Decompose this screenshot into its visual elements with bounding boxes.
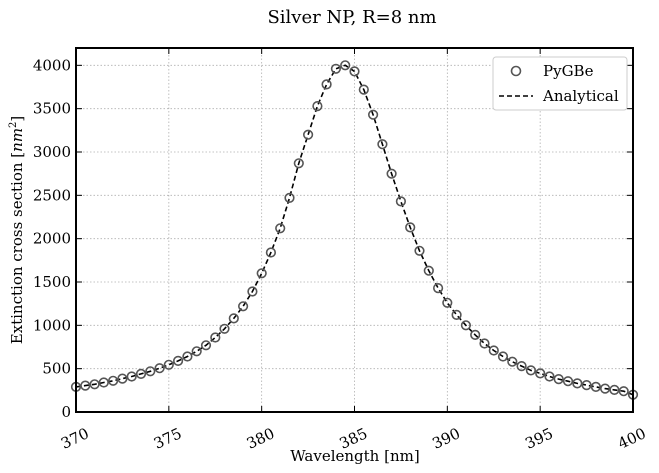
data-point-pygbe — [321, 79, 332, 90]
data-point-pygbe — [219, 323, 230, 334]
data-point-pygbe — [599, 383, 611, 394]
data-point-pygbe — [590, 381, 602, 393]
data-point-pygbe — [460, 320, 472, 331]
data-point-pygbe — [525, 365, 537, 376]
data-point-pygbe — [358, 84, 369, 95]
y-axis-label-suffix: ] — [8, 116, 26, 122]
y-tick-label: 3000 — [33, 143, 71, 161]
data-point-pygbe — [330, 63, 342, 74]
data-point-pygbe — [163, 359, 174, 370]
data-point-pygbe — [618, 386, 629, 397]
data-point-pygbe — [470, 329, 481, 341]
data-point-pygbe — [80, 380, 91, 391]
x-tick-label: 400 — [615, 424, 649, 452]
y-tick-label: 3500 — [33, 100, 71, 118]
y-tick-label: 4000 — [33, 56, 71, 74]
y-axis-label-unit: nm — [8, 128, 26, 152]
data-point-pygbe — [479, 338, 490, 349]
y-tick-label: 0 — [61, 403, 71, 421]
y-tick-label: 2500 — [33, 186, 71, 204]
data-point-pygbe — [368, 109, 379, 120]
data-point-pygbe — [265, 247, 277, 258]
data-point-pygbe — [210, 332, 221, 343]
data-point-pygbe — [145, 366, 156, 377]
data-point-pygbe — [284, 192, 295, 203]
data-point-pygbe — [395, 196, 407, 207]
data-point-pygbe — [349, 66, 360, 77]
y-axis-label: Extinction cross section [nm2] — [8, 116, 26, 345]
data-point-pygbe — [488, 345, 499, 356]
data-point-pygbe — [200, 340, 212, 351]
series-line-analytical — [75, 64, 634, 396]
data-point-pygbe — [405, 222, 416, 233]
data-point-pygbe — [293, 158, 304, 169]
data-point-pygbe — [516, 361, 527, 372]
y-tick-label: 1000 — [33, 316, 71, 334]
data-point-pygbe — [581, 380, 592, 391]
x-tick-label: 390 — [429, 424, 463, 452]
x-tick-label: 375 — [151, 424, 185, 452]
y-axis-label-prefix: Extinction cross section [ — [8, 152, 26, 344]
data-point-pygbe — [135, 368, 147, 380]
chart-title: Silver NP, R=8 nm — [267, 7, 436, 28]
data-point-pygbe — [256, 268, 267, 279]
x-tick-label: 380 — [244, 424, 278, 452]
plot-area-frame — [75, 47, 634, 413]
data-point-pygbe — [451, 309, 462, 321]
data-point-pygbe — [562, 376, 574, 387]
x-tick-label: 395 — [522, 424, 556, 452]
data-point-pygbe — [173, 355, 184, 367]
data-point-pygbe — [238, 301, 249, 312]
data-point-pygbe — [228, 313, 239, 324]
data-point-pygbe — [247, 286, 258, 297]
data-point-pygbe — [497, 351, 509, 362]
x-tick-labels: 370 375 380 385 390 395 400 — [58, 424, 649, 452]
data-point-pygbe — [433, 283, 444, 294]
legend: PyGBe Analytical — [492, 56, 628, 111]
legend-label-pygbe: PyGBe — [543, 62, 594, 80]
data-point-pygbe — [423, 265, 434, 276]
data-point-pygbe — [414, 245, 425, 256]
y-tick-label: 500 — [42, 360, 71, 378]
data-point-pygbe — [386, 168, 397, 179]
data-point-pygbe — [377, 139, 388, 150]
y-axis-label-unit-exponent: 2 — [8, 122, 19, 128]
data-point-pygbe — [303, 129, 314, 140]
data-point-pygbe — [98, 377, 109, 388]
x-tick-label: 370 — [58, 424, 92, 452]
x-axis-label: Wavelength [nm] — [290, 447, 419, 465]
data-point-pygbe — [182, 351, 193, 362]
data-point-pygbe — [117, 373, 128, 384]
data-point-pygbe — [544, 371, 555, 382]
data-point-pygbe — [609, 384, 620, 396]
data-point-pygbe — [191, 346, 202, 357]
legend-marker-pygbe — [510, 65, 522, 77]
series-markers-pygbe — [70, 60, 639, 400]
data-point-pygbe — [89, 379, 100, 390]
data-point-pygbe — [126, 371, 137, 382]
data-point-pygbe — [107, 375, 119, 386]
data-point-pygbe — [312, 100, 323, 112]
data-point-pygbe — [340, 60, 351, 71]
legend-label-analytical: Analytical — [542, 87, 619, 105]
data-point-pygbe — [154, 363, 165, 374]
data-point-pygbe — [275, 223, 286, 234]
data-point-pygbe — [572, 378, 583, 389]
data-point-pygbe — [507, 356, 518, 367]
y-tick-label: 1500 — [33, 273, 71, 291]
data-point-pygbe — [553, 374, 564, 385]
data-point-pygbe — [535, 368, 546, 379]
y-tick-labels: 0 500 1000 1500 2000 2500 3000 3500 4000 — [33, 56, 71, 421]
y-tick-label: 2000 — [33, 230, 71, 248]
data-point-pygbe — [442, 297, 453, 308]
